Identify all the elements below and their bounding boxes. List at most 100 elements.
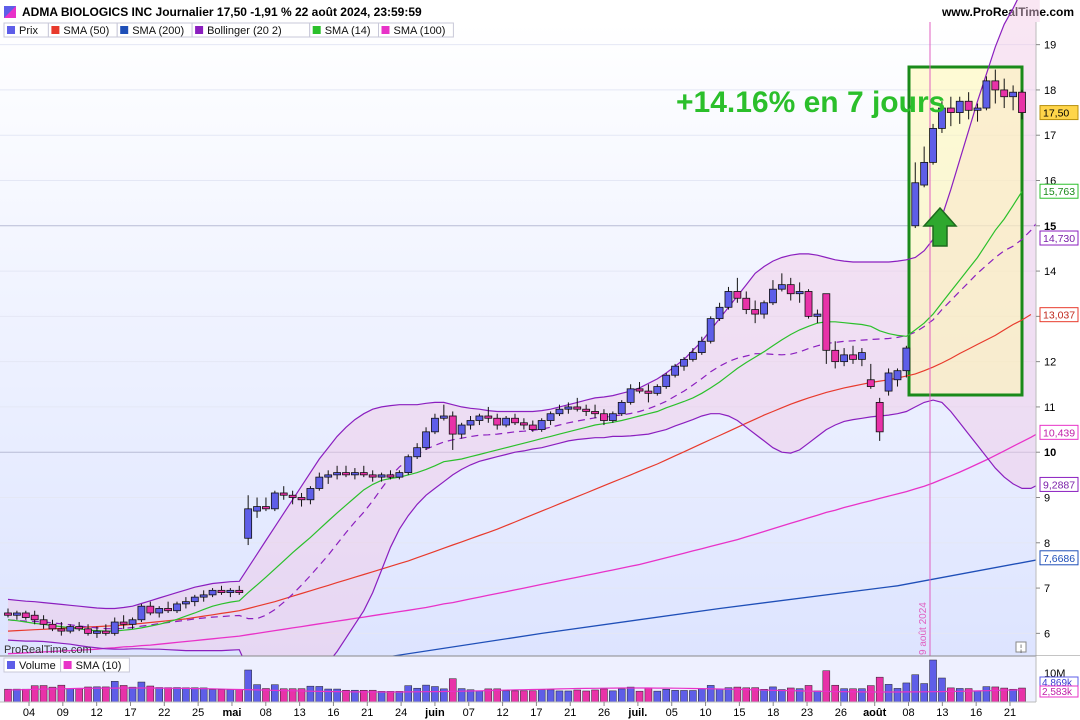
candle	[484, 406, 493, 423]
volume-bar	[475, 690, 484, 703]
candle	[777, 273, 786, 292]
volume-bar	[253, 684, 261, 703]
x-tick-label: juil.	[627, 707, 647, 719]
volume-bar	[155, 687, 163, 703]
x-tick-label: 21	[564, 707, 576, 719]
candle	[857, 348, 866, 367]
candle	[786, 277, 795, 301]
legend-item[interactable]: Bollinger (20 2)	[191, 22, 311, 38]
candle	[181, 597, 190, 609]
legend-item[interactable]: SMA (50)	[47, 22, 118, 38]
candle	[288, 490, 297, 505]
candle	[582, 404, 591, 416]
candle	[48, 619, 57, 632]
volume-bar	[386, 691, 395, 703]
volume-bar	[57, 684, 66, 703]
x-tick-label: 07	[463, 707, 475, 719]
volume-bar	[858, 688, 866, 703]
volume-bar	[404, 685, 413, 703]
legend-item[interactable]: Prix	[3, 22, 49, 38]
candle	[973, 103, 982, 122]
volume-bar	[591, 689, 599, 703]
volume-legend-item[interactable]: SMA (10)	[60, 657, 130, 673]
candle	[350, 468, 359, 480]
volume-bar	[511, 690, 519, 703]
volume-bar	[22, 688, 30, 703]
volume-bar	[537, 689, 546, 703]
highlight-box	[907, 65, 1024, 397]
volume-bar	[769, 686, 777, 703]
volume-bar	[573, 689, 582, 703]
volume-bar	[982, 686, 991, 703]
candle	[982, 76, 991, 111]
svg-text:14,730: 14,730	[1043, 233, 1075, 245]
volume-bars	[4, 659, 1026, 703]
grid	[0, 44, 1036, 634]
price-label: 13,037	[1039, 307, 1079, 323]
price-label: 14,730	[1039, 230, 1079, 246]
y-tick-label: 8	[1044, 538, 1050, 550]
volume-bar	[706, 685, 715, 703]
candle	[555, 404, 564, 416]
svg-text:Prix: Prix	[19, 25, 38, 37]
candle	[600, 409, 608, 426]
volume-legend-item[interactable]: Volume	[3, 657, 62, 673]
candle	[706, 316, 715, 344]
candle	[688, 348, 697, 362]
candle	[377, 472, 386, 482]
site-url[interactable]: www.ProRealTime.com	[941, 5, 1074, 19]
svg-text:SMA (100): SMA (100)	[394, 25, 446, 37]
chart-settings-icon[interactable]	[1015, 641, 1027, 653]
candle	[190, 594, 199, 607]
candle	[1009, 85, 1018, 111]
candle	[386, 470, 395, 480]
sma50-line	[7, 313, 1032, 632]
candle	[653, 384, 662, 396]
volume-bar	[66, 688, 75, 703]
volume-bar	[582, 690, 590, 703]
date-axis-ticks: 04 09 12 17 22 25 mai 08 13 16 21 24 juin 07 12 17 21 26 j…	[23, 702, 1016, 719]
legend-item[interactable]: SMA (200)	[116, 22, 193, 38]
candle	[110, 617, 119, 636]
volume-bar	[822, 670, 831, 703]
x-tick-label: 04	[23, 707, 35, 719]
candle	[991, 69, 1000, 104]
candle	[804, 289, 813, 319]
candle	[466, 415, 475, 430]
volume-bar	[617, 688, 626, 703]
volume-bar	[315, 686, 324, 703]
candle	[244, 495, 253, 546]
volume-bar	[715, 688, 724, 703]
candle	[955, 96, 964, 124]
candle	[822, 293, 831, 364]
volume-bar	[244, 669, 252, 703]
x-tick-label: juin	[424, 707, 445, 719]
x-tick-label: 26	[835, 707, 847, 719]
candle	[93, 626, 101, 638]
candle	[155, 606, 164, 618]
volume-bar	[440, 688, 448, 703]
y-tick-label: 10	[1044, 447, 1056, 459]
y-tick-label: 17	[1044, 130, 1056, 142]
candle	[342, 465, 350, 478]
candle	[893, 368, 902, 387]
volume-bar	[137, 681, 146, 703]
legend-item[interactable]: SMA (14)	[309, 22, 380, 38]
x-tick-label: 08	[260, 707, 272, 719]
candle	[57, 622, 66, 636]
legend-item[interactable]: SMA (100)	[378, 22, 454, 38]
candle	[751, 300, 760, 324]
volume-label: 2,583k	[1039, 685, 1079, 698]
volume-bar	[395, 691, 404, 703]
volume-bar	[680, 690, 688, 703]
volume-bar	[626, 686, 635, 703]
volume-bar	[75, 688, 83, 703]
candle	[208, 588, 217, 598]
volume-bar	[502, 690, 510, 703]
candle	[938, 101, 946, 133]
header-bar	[0, 0, 1080, 22]
volume-bar	[635, 690, 644, 703]
volume-bar	[431, 686, 439, 703]
candle	[253, 497, 261, 518]
